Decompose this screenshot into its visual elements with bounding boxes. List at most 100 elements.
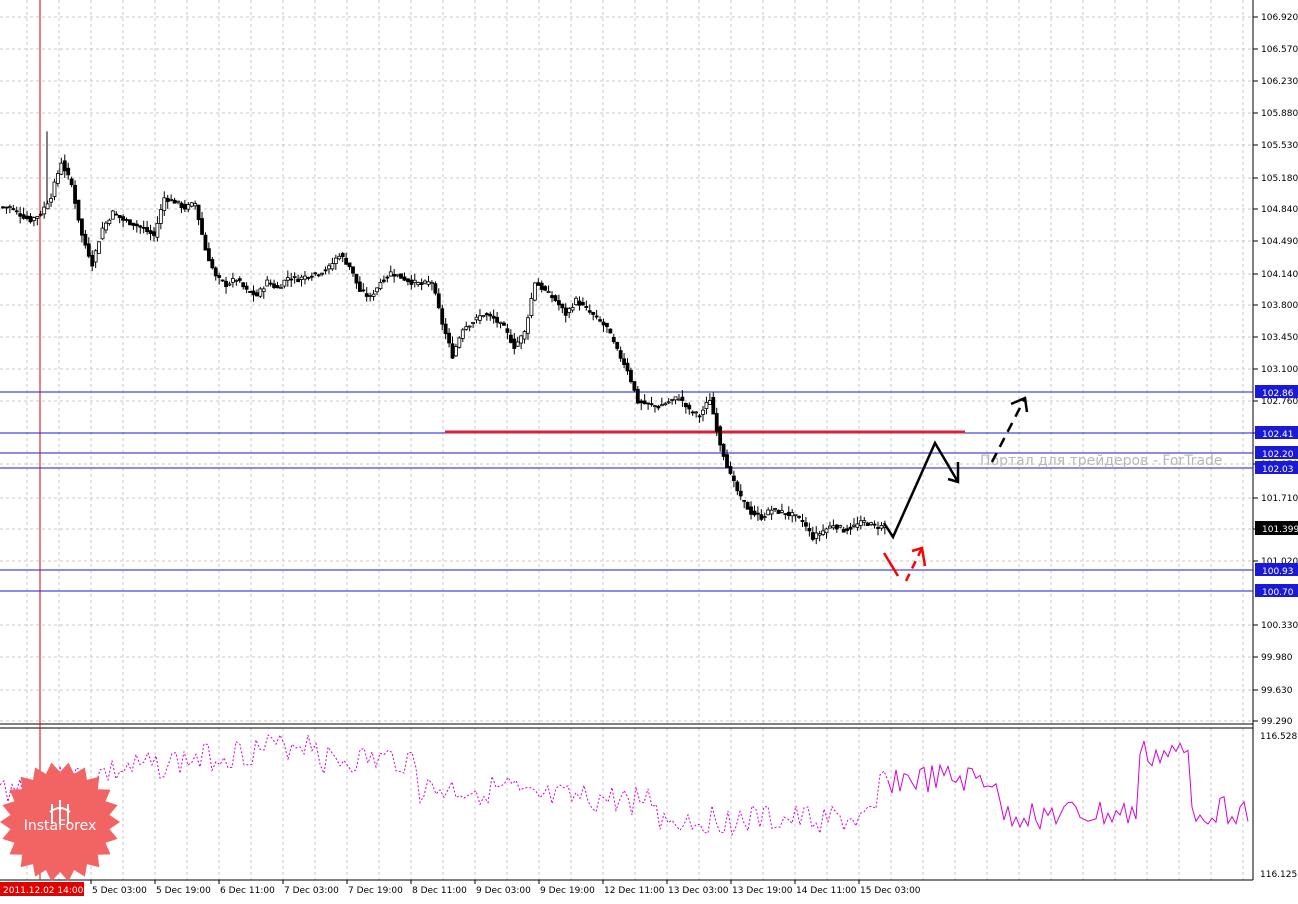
candle bbox=[62, 154, 67, 178]
candle bbox=[804, 516, 808, 532]
candle bbox=[107, 218, 112, 226]
candle bbox=[141, 220, 146, 234]
candle bbox=[539, 280, 544, 293]
candle bbox=[488, 311, 493, 321]
candle bbox=[323, 266, 328, 275]
price-tick: 101.710 bbox=[1261, 494, 1298, 504]
candle bbox=[419, 278, 424, 291]
level-label: 100.70 bbox=[1262, 588, 1294, 598]
candle bbox=[629, 367, 633, 384]
candle bbox=[563, 303, 568, 323]
candle bbox=[430, 280, 434, 291]
candle bbox=[862, 517, 867, 527]
candle bbox=[399, 273, 403, 279]
price-tick: 106.570 bbox=[1261, 45, 1298, 55]
candle bbox=[642, 394, 647, 405]
candle bbox=[471, 321, 475, 329]
candle bbox=[508, 329, 513, 344]
oscillator-history bbox=[0, 733, 889, 837]
level-label-box bbox=[1255, 563, 1298, 576]
candle bbox=[45, 200, 50, 210]
candle bbox=[206, 242, 211, 262]
candle bbox=[440, 304, 445, 331]
candle bbox=[522, 330, 527, 344]
candle bbox=[443, 318, 448, 340]
candle bbox=[189, 202, 194, 208]
candle bbox=[711, 392, 716, 415]
candle bbox=[282, 279, 287, 289]
candle bbox=[110, 209, 115, 220]
candle bbox=[237, 276, 242, 283]
osc-tick-bottom: 116.125 bbox=[1260, 870, 1297, 880]
level-label: 100.93 bbox=[1262, 567, 1294, 577]
time-tick: 6 Dec 11:00 bbox=[220, 886, 275, 896]
candle bbox=[375, 287, 379, 296]
chart-grid bbox=[0, 0, 1253, 880]
candle bbox=[526, 314, 530, 340]
candle bbox=[38, 210, 43, 217]
candle bbox=[357, 276, 362, 293]
candle bbox=[90, 250, 95, 272]
candle bbox=[261, 286, 266, 299]
candle bbox=[762, 512, 767, 521]
price-tick: 106.230 bbox=[1261, 77, 1298, 87]
candle bbox=[200, 211, 204, 236]
candle bbox=[766, 507, 771, 516]
candle bbox=[351, 266, 355, 277]
candle bbox=[176, 200, 180, 205]
candle bbox=[1, 205, 5, 209]
candle bbox=[649, 396, 654, 407]
candle bbox=[460, 327, 465, 343]
candle bbox=[828, 521, 832, 529]
candle bbox=[491, 309, 496, 324]
time-tick: 9 Dec 03:00 bbox=[476, 886, 531, 896]
candle bbox=[28, 213, 33, 224]
candle bbox=[780, 503, 784, 514]
candle bbox=[224, 276, 228, 294]
candle bbox=[86, 237, 91, 259]
level-label-box bbox=[1255, 584, 1298, 597]
candle bbox=[591, 311, 596, 321]
candle bbox=[759, 509, 764, 521]
candle bbox=[611, 333, 616, 344]
candle bbox=[182, 199, 187, 212]
price-tick: 103.450 bbox=[1261, 333, 1298, 343]
candle bbox=[467, 325, 472, 332]
candle bbox=[821, 524, 825, 537]
candle bbox=[59, 157, 64, 176]
candle bbox=[289, 272, 294, 287]
candle bbox=[519, 334, 524, 350]
candle bbox=[330, 257, 335, 271]
candle bbox=[841, 526, 846, 533]
candle bbox=[275, 281, 280, 289]
level-label-box bbox=[1255, 426, 1298, 439]
price-tick: 105.530 bbox=[1261, 141, 1298, 151]
oscillator-projection bbox=[887, 740, 1249, 831]
candle bbox=[423, 279, 427, 285]
indicator-axis: 116.528 116.125 bbox=[1260, 732, 1297, 880]
candle bbox=[231, 272, 235, 288]
candle bbox=[83, 229, 88, 249]
level-label-box bbox=[1255, 385, 1298, 398]
time-tick: 7 Dec 03:00 bbox=[284, 886, 339, 896]
candle bbox=[605, 322, 609, 333]
candle bbox=[213, 266, 218, 281]
price-tick: 104.140 bbox=[1261, 270, 1298, 280]
candle bbox=[725, 449, 729, 468]
candle bbox=[258, 287, 263, 299]
candle bbox=[694, 410, 699, 418]
alt-arrowhead bbox=[911, 546, 927, 567]
candle bbox=[248, 290, 252, 294]
candle bbox=[745, 501, 750, 510]
price-tick: 99.630 bbox=[1261, 686, 1293, 696]
candle bbox=[834, 523, 839, 533]
price-tick: 99.980 bbox=[1261, 653, 1293, 663]
price-tick: 103.100 bbox=[1261, 365, 1298, 375]
forecast-path-up bbox=[882, 440, 960, 540]
candle bbox=[532, 282, 537, 302]
brand-icon bbox=[49, 800, 71, 824]
candle bbox=[800, 513, 805, 527]
candle bbox=[635, 386, 640, 405]
candle bbox=[186, 202, 191, 213]
